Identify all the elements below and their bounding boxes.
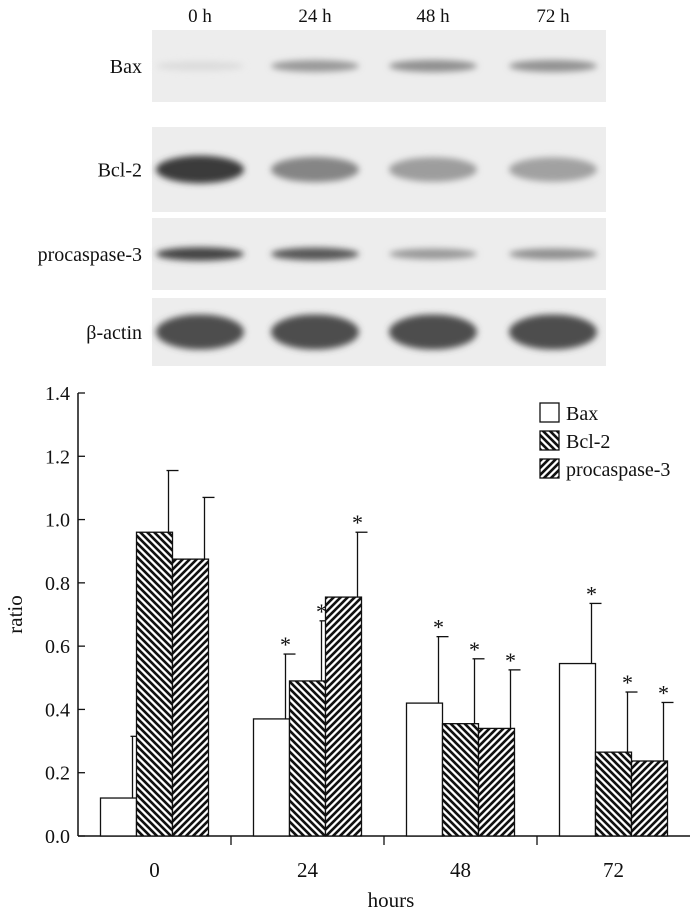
blot-band — [509, 248, 597, 260]
blot-band — [389, 60, 477, 72]
y-tick-label: 1.2 — [45, 446, 70, 468]
blot-band — [156, 247, 244, 261]
bar-bax — [99, 797, 138, 837]
significance-marker: * — [280, 632, 291, 657]
significance-marker: * — [505, 648, 516, 673]
legend-swatch — [539, 458, 560, 479]
significance-marker: * — [352, 510, 363, 535]
bar-procaspase-3 — [324, 596, 363, 837]
blot-row-label: Bax — [110, 56, 142, 78]
x-tick-label: 24 — [297, 858, 319, 882]
blot-band — [156, 61, 244, 71]
blot-band — [271, 60, 359, 72]
significance-marker: * — [433, 615, 444, 640]
significance-marker: * — [469, 637, 480, 662]
significance-marker: * — [658, 680, 669, 705]
legend-swatch — [539, 430, 560, 451]
legend-swatch — [539, 402, 560, 423]
blot-band — [271, 247, 359, 261]
legend-label: procaspase-3 — [566, 459, 670, 481]
bar-bcl-2 — [594, 751, 633, 837]
x-tick-label: 0 — [149, 858, 160, 882]
bar-procaspase-3 — [171, 558, 210, 837]
blot-band — [509, 60, 597, 72]
bar-procaspase-3 — [477, 727, 516, 837]
blot-lane-label: 72 h — [536, 6, 570, 27]
x-tick-label: 72 — [603, 858, 624, 882]
legend-label: Bax — [566, 403, 598, 425]
significance-marker: * — [622, 670, 633, 695]
y-tick-label: 0.0 — [45, 826, 70, 848]
blot-band — [509, 157, 597, 182]
bar-chart: 0.0 0.2 0.4 0.6 0.8 1.0 1.2 1.4 0 24 48 72 hours rati… — [3, 383, 690, 912]
blot-lane-label: 0 h — [188, 6, 212, 27]
y-tick-label: 1.4 — [45, 383, 70, 405]
bar-procaspase-3 — [630, 760, 669, 837]
blot-row-label: β-actin — [86, 322, 142, 344]
significance-marker: * — [586, 581, 597, 606]
bar-bcl-2 — [288, 680, 327, 837]
blot-band — [389, 157, 477, 182]
y-tick-label: 0.6 — [45, 636, 70, 658]
x-axis-title: hours — [368, 888, 415, 912]
bar-bax — [558, 662, 597, 837]
blot-band — [389, 248, 477, 260]
blot-band — [389, 314, 477, 350]
x-tick-label: 48 — [450, 858, 471, 882]
blot-band — [271, 314, 359, 350]
legend-label: Bcl-2 — [566, 431, 610, 453]
bar-bax — [252, 718, 291, 837]
blot-row-label: Bcl-2 — [98, 160, 142, 182]
y-tick-label: 0.2 — [45, 763, 70, 785]
y-tick-label: 1.0 — [45, 510, 70, 532]
bar-bcl-2 — [135, 531, 174, 837]
blot-row-label: procaspase-3 — [38, 244, 142, 266]
western-blot-panel: 0 h 24 h 48 h 72 h Bax Bcl-2 procaspase-3 β-act… — [38, 6, 606, 366]
y-axis-title: ratio — [3, 595, 27, 633]
legend: Bax Bcl-2 procaspase-3 — [539, 402, 670, 481]
blot-lane-label: 48 h — [416, 6, 450, 27]
y-tick-label: 0.8 — [45, 573, 70, 595]
blot-band — [156, 314, 244, 350]
significance-marker: * — [316, 599, 327, 624]
blot-band — [156, 155, 244, 184]
blot-lane-label: 24 h — [298, 6, 332, 27]
blot-band — [271, 156, 359, 183]
blot-band — [509, 314, 597, 350]
bar-bax — [405, 702, 444, 837]
bar-bcl-2 — [441, 723, 480, 837]
y-tick-label: 0.4 — [45, 699, 70, 721]
